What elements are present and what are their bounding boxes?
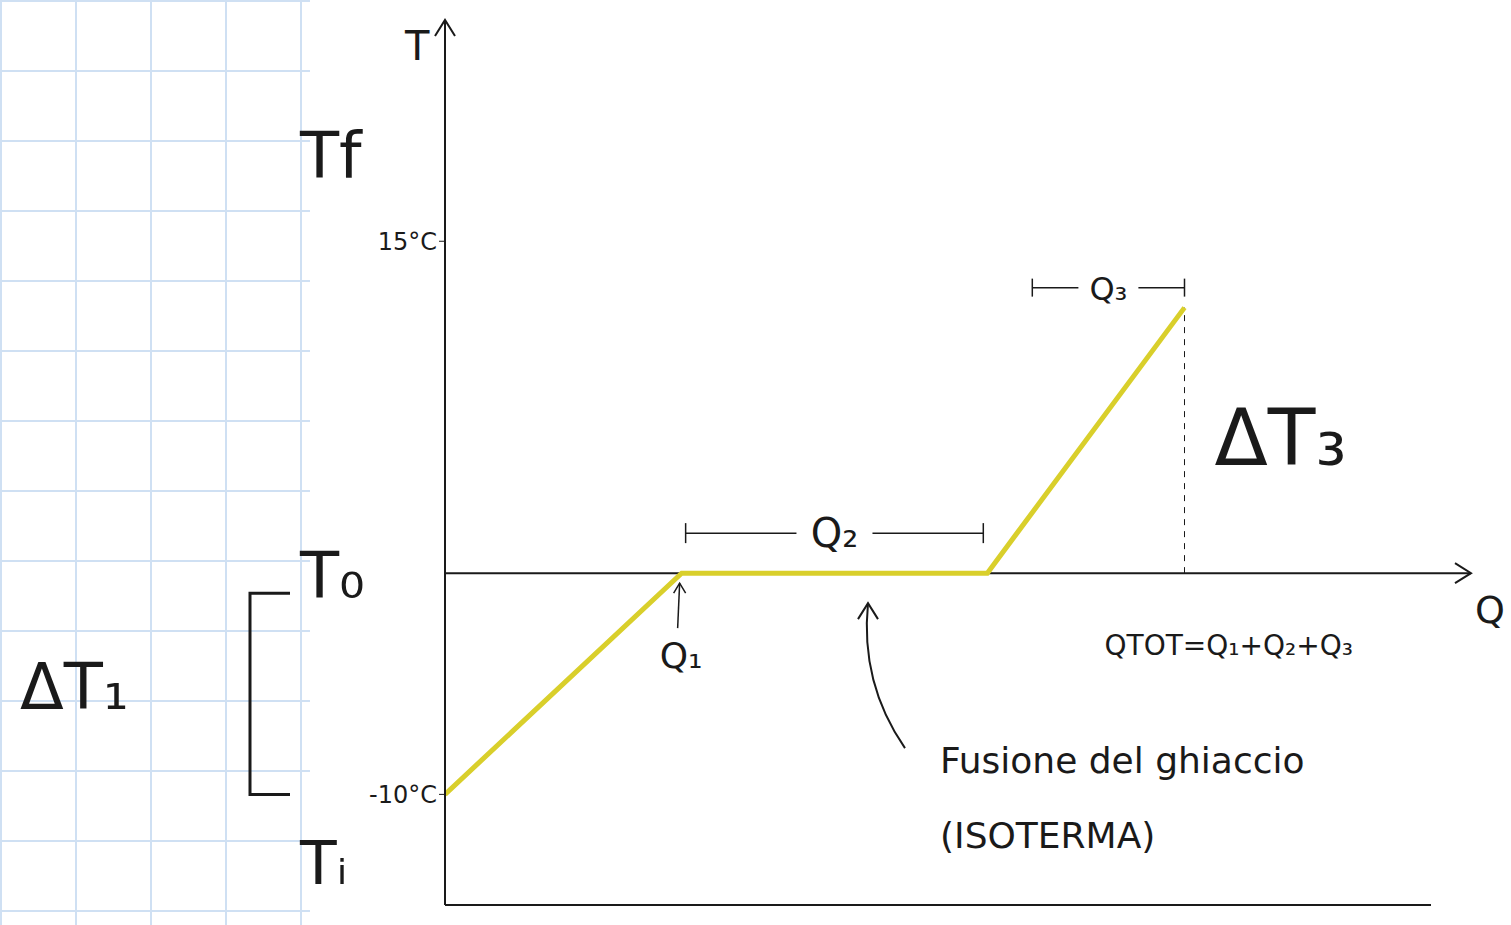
svg-text:15°C: 15°C bbox=[378, 228, 437, 256]
svg-text:T: T bbox=[404, 23, 430, 69]
svg-text:ΔT₁: ΔT₁ bbox=[20, 650, 129, 724]
svg-text:ΔT₃: ΔT₃ bbox=[1215, 393, 1347, 483]
svg-text:T₀: T₀ bbox=[299, 539, 365, 613]
svg-text:Tᵢ: Tᵢ bbox=[299, 828, 347, 898]
svg-text:Tf: Tf bbox=[299, 119, 363, 193]
svg-text:Q₁: Q₁ bbox=[660, 635, 703, 676]
svg-text:Q₂: Q₂ bbox=[811, 510, 859, 556]
svg-text:Fusione del ghiaccio: Fusione del ghiaccio bbox=[940, 740, 1305, 781]
svg-text:QTOT=Q₁+Q₂+Q₃: QTOT=Q₁+Q₂+Q₃ bbox=[1105, 629, 1353, 662]
svg-text:(ISOTERMA): (ISOTERMA) bbox=[940, 815, 1155, 856]
svg-text:Q: Q bbox=[1475, 588, 1505, 632]
svg-text:-10°C: -10°C bbox=[369, 781, 437, 809]
svg-text:Q₃: Q₃ bbox=[1089, 270, 1127, 308]
